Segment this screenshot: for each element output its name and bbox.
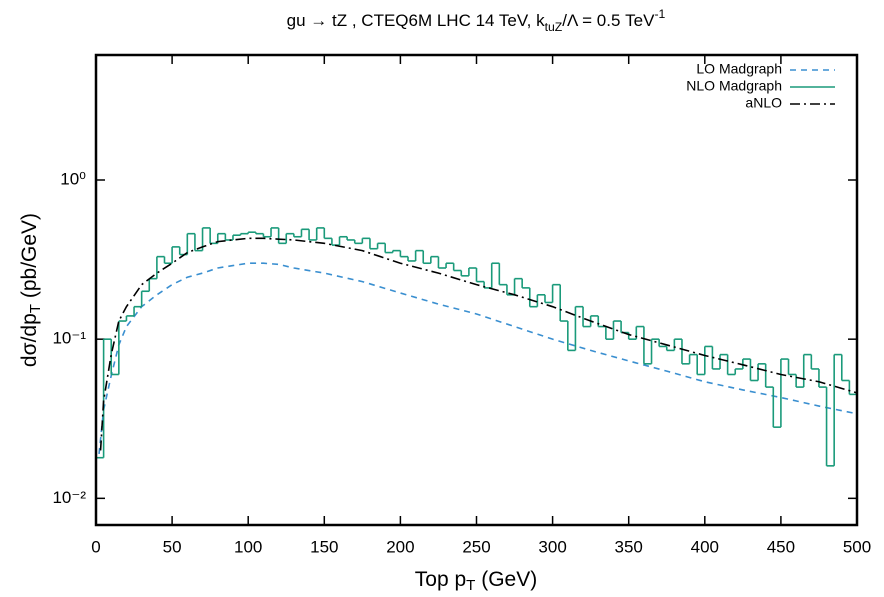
x-tick-label: 450 [767, 537, 795, 556]
legend-label: aNLO [745, 95, 782, 111]
legend-label: LO Madgraph [696, 61, 782, 77]
legend-label: NLO Madgraph [686, 78, 782, 94]
x-tick-label: 350 [615, 537, 643, 556]
x-tick-label: 400 [691, 537, 719, 556]
x-tick-label: 500 [843, 537, 871, 556]
x-tick-label: 50 [163, 537, 182, 556]
x-tick-label: 100 [234, 537, 262, 556]
x-tick-label: 200 [386, 537, 414, 556]
y-tick-label: 10⁰ [60, 169, 86, 188]
chart-title: gu → tZ , CTEQ6M LHC 14 TeV, ktuZ/Λ = 0.… [287, 7, 666, 34]
x-tick-label: 0 [91, 537, 100, 556]
plot-frame [94, 53, 859, 527]
x-axis-label: Top pT (GeV) [415, 568, 537, 594]
series-line [99, 237, 858, 451]
x-tick-label: 150 [310, 537, 338, 556]
x-tick-label: 300 [538, 537, 566, 556]
y-axis-label: dσ/dpT (pb/GeV) [18, 213, 44, 367]
x-tick-label: 250 [462, 537, 490, 556]
y-tick-label: 10⁻¹ [52, 329, 86, 348]
y-tick-label: 10⁻² [52, 488, 86, 507]
